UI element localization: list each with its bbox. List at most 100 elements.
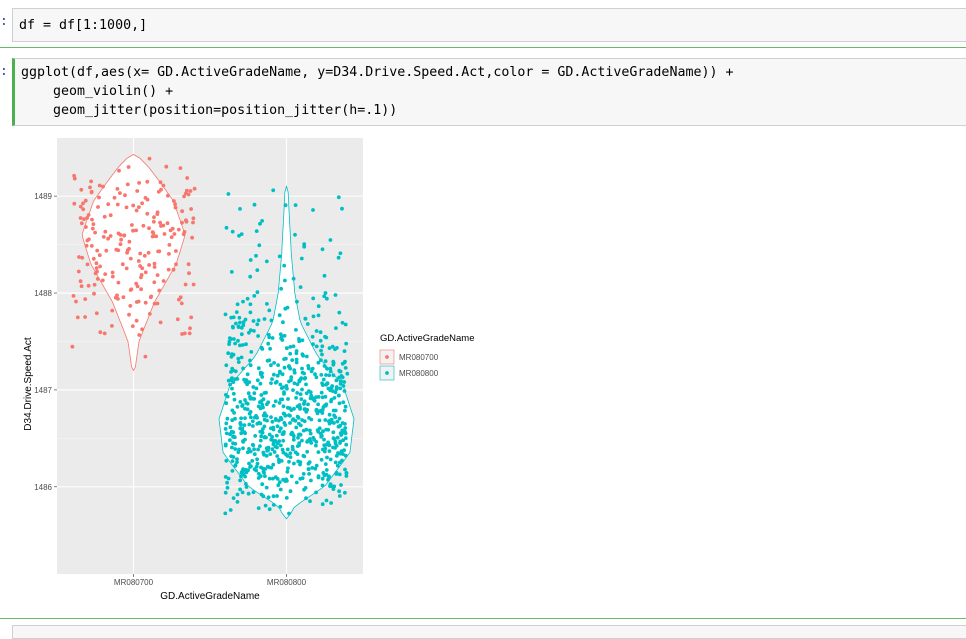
data-point (343, 453, 348, 458)
data-point (110, 324, 114, 328)
data-point (302, 244, 307, 249)
data-point (142, 253, 147, 258)
data-point (134, 281, 139, 286)
data-point (308, 428, 312, 433)
data-point (228, 382, 233, 387)
data-point (147, 263, 152, 267)
data-point (327, 443, 332, 448)
data-point (307, 472, 311, 476)
data-point (259, 434, 264, 439)
data-point (271, 438, 275, 443)
data-point (98, 264, 102, 269)
data-point (77, 255, 81, 259)
data-point (325, 455, 329, 460)
data-point (248, 310, 253, 315)
data-point (121, 295, 126, 300)
data-point (228, 508, 233, 512)
data-point (238, 478, 243, 483)
data-point (316, 313, 321, 318)
data-point (223, 427, 228, 431)
data-point (239, 470, 244, 475)
data-point (186, 262, 191, 267)
data-point (173, 205, 178, 210)
data-point (250, 419, 255, 424)
data-point (338, 451, 342, 456)
data-point (323, 394, 328, 399)
data-point (302, 419, 307, 424)
data-point (241, 446, 245, 451)
data-point (339, 483, 343, 487)
data-point (275, 454, 280, 458)
data-point (251, 490, 256, 495)
data-point (97, 183, 102, 188)
data-point (281, 320, 285, 325)
data-point (80, 255, 85, 260)
data-point (308, 499, 312, 504)
data-point (233, 463, 238, 468)
data-point (320, 483, 325, 488)
data-point (294, 357, 299, 362)
data-point (284, 356, 288, 361)
data-point (331, 362, 336, 367)
code-cell-1[interactable]: df = df[1:1000,] (12, 8, 966, 42)
data-point (320, 344, 325, 349)
data-point (302, 402, 306, 406)
data-point (94, 261, 99, 266)
data-point (273, 444, 278, 449)
data-point (252, 447, 256, 452)
code-cell-2[interactable]: ggplot(df,aes(x= GD.ActiveGradeName, y=D… (12, 58, 966, 126)
data-point (226, 351, 231, 356)
data-point (277, 254, 282, 259)
data-point (183, 282, 188, 287)
data-point (162, 232, 167, 236)
data-point (248, 358, 252, 363)
data-point (267, 358, 272, 363)
data-point (320, 352, 324, 357)
data-point (236, 360, 241, 364)
data-point (124, 266, 129, 271)
data-point (191, 282, 196, 287)
data-point (314, 490, 318, 495)
data-point (255, 290, 260, 295)
data-point (323, 334, 327, 339)
data-point (309, 441, 314, 445)
data-point (244, 485, 249, 489)
data-point (342, 380, 347, 384)
data-point (266, 341, 271, 346)
data-point (274, 433, 279, 438)
violin-jitter-plot: 1486 1487 1488 1489 MR080700 MR080800 GD.Acti… (23, 138, 475, 602)
data-point (239, 232, 244, 236)
data-point (134, 318, 139, 323)
data-point (304, 427, 309, 432)
data-point (134, 208, 139, 213)
data-point (343, 426, 348, 430)
data-point (271, 476, 275, 481)
data-point (322, 294, 327, 299)
y-tick-label: 1487 (34, 386, 52, 395)
data-point (223, 312, 228, 317)
data-point (242, 423, 247, 427)
data-point (339, 433, 344, 437)
data-point (343, 467, 347, 472)
data-point (332, 413, 336, 418)
data-point (137, 333, 142, 337)
data-point (248, 302, 253, 307)
data-point (158, 320, 163, 325)
data-point (237, 315, 242, 320)
data-point (122, 233, 127, 238)
data-point (309, 393, 314, 398)
data-point (309, 478, 313, 483)
data-point (258, 421, 263, 426)
data-point (78, 204, 83, 209)
data-point (261, 494, 266, 499)
data-point (245, 296, 250, 301)
data-point (299, 376, 304, 380)
data-point (265, 302, 269, 306)
data-point (229, 315, 234, 320)
data-point (249, 350, 254, 354)
x-tick-label: MR080700 (114, 578, 154, 587)
data-point (250, 459, 255, 463)
data-point (303, 376, 308, 380)
data-point (300, 370, 305, 375)
data-point (88, 185, 92, 190)
